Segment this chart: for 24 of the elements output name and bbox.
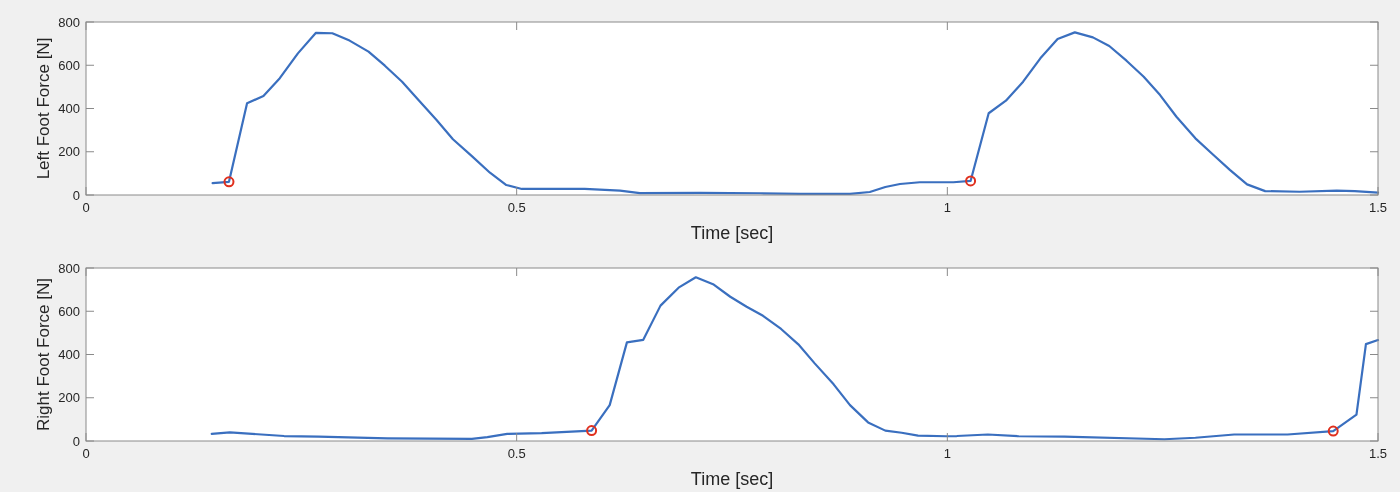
x-axis-title: Time [sec]	[690, 223, 774, 243]
y-tick-label: 800	[58, 14, 80, 30]
x-tick-label: 0.5	[507, 200, 526, 215]
x-tick-label: 0.5	[507, 446, 526, 461]
x-tick-label: 1.5	[1368, 200, 1388, 215]
y-axis-title: Right Foot Force [N]	[34, 277, 53, 432]
y-tick-label: 200	[58, 390, 80, 406]
x-tick-label: 1	[943, 446, 951, 461]
x-tick-label: 0	[82, 446, 90, 461]
y-tick-label: 600	[58, 57, 80, 73]
y-tick-label: 400	[58, 101, 80, 116]
y-axis-title: Left Foot Force [N]	[34, 37, 53, 180]
x-axis-title: Time [sec]	[690, 469, 774, 489]
y-tick-label: 200	[58, 144, 80, 160]
x-tick-label: 0	[82, 200, 90, 215]
y-tick-label: 800	[58, 260, 80, 276]
y-tick-label: 600	[58, 303, 80, 319]
x-tick-label: 1.5	[1368, 446, 1388, 461]
y-tick-label: 400	[58, 347, 80, 362]
line-series	[210, 276, 1380, 441]
x-tick-label: 1	[943, 200, 951, 215]
y-tick-label: 0	[72, 187, 80, 203]
line-series	[211, 31, 1380, 196]
y-tick-label: 0	[72, 433, 80, 449]
